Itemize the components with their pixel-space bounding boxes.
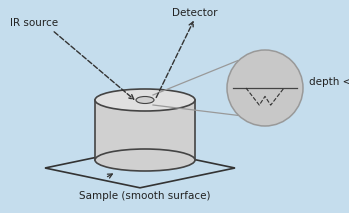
Text: Detector: Detector [172,8,218,18]
Ellipse shape [95,149,195,171]
Text: IR source: IR source [10,18,58,28]
Polygon shape [95,100,195,160]
Ellipse shape [136,96,154,104]
Text: Sample (smooth surface): Sample (smooth surface) [79,191,211,201]
Ellipse shape [95,89,195,111]
Polygon shape [45,148,235,188]
Circle shape [227,50,303,126]
Text: depth <10 μm: depth <10 μm [309,77,349,87]
